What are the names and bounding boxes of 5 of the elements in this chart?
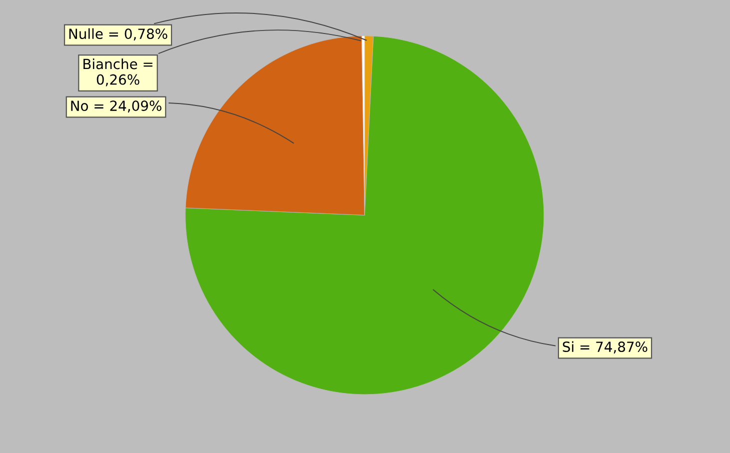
slice-label: Si = 74,87% [562,341,648,354]
slice-label: Bianche = 0,26% [83,58,152,86]
pie-slice [185,36,544,395]
slice-label: Nulle = 0,78% [69,28,168,40]
slice-label: No = 24,09% [71,100,162,112]
